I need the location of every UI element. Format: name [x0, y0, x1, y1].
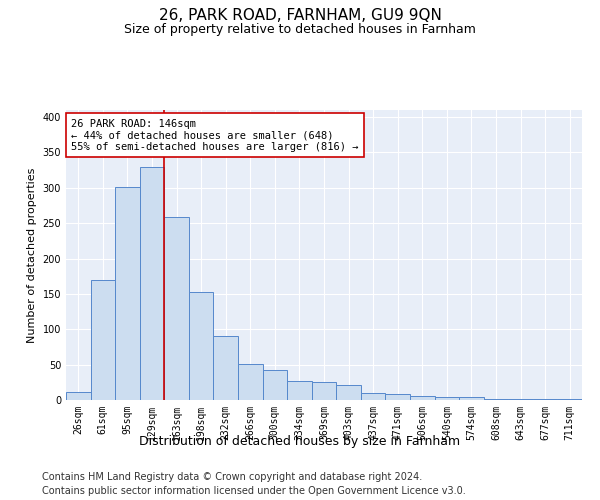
Text: Contains HM Land Registry data © Crown copyright and database right 2024.: Contains HM Land Registry data © Crown c…: [42, 472, 422, 482]
Bar: [214, 336, 238, 400]
Bar: [263, 370, 287, 400]
Bar: [140, 168, 164, 400]
Text: 26 PARK ROAD: 146sqm
← 44% of detached houses are smaller (648)
55% of semi-deta: 26 PARK ROAD: 146sqm ← 44% of detached h…: [71, 118, 359, 152]
Text: Contains public sector information licensed under the Open Government Licence v3: Contains public sector information licen…: [42, 486, 466, 496]
Bar: [557, 398, 582, 400]
Bar: [508, 398, 533, 400]
Bar: [287, 381, 312, 400]
Bar: [164, 217, 189, 400]
Bar: [238, 364, 263, 400]
Bar: [459, 397, 484, 400]
Bar: [336, 385, 361, 400]
Bar: [312, 382, 336, 400]
Bar: [410, 396, 434, 400]
Y-axis label: Number of detached properties: Number of detached properties: [27, 168, 37, 342]
Bar: [66, 392, 91, 400]
Text: 26, PARK ROAD, FARNHAM, GU9 9QN: 26, PARK ROAD, FARNHAM, GU9 9QN: [158, 8, 442, 22]
Bar: [91, 280, 115, 400]
Text: Size of property relative to detached houses in Farnham: Size of property relative to detached ho…: [124, 22, 476, 36]
Text: Distribution of detached houses by size in Farnham: Distribution of detached houses by size …: [139, 435, 461, 448]
Bar: [361, 393, 385, 400]
Bar: [385, 394, 410, 400]
Bar: [115, 187, 140, 400]
Bar: [434, 397, 459, 400]
Bar: [189, 292, 214, 400]
